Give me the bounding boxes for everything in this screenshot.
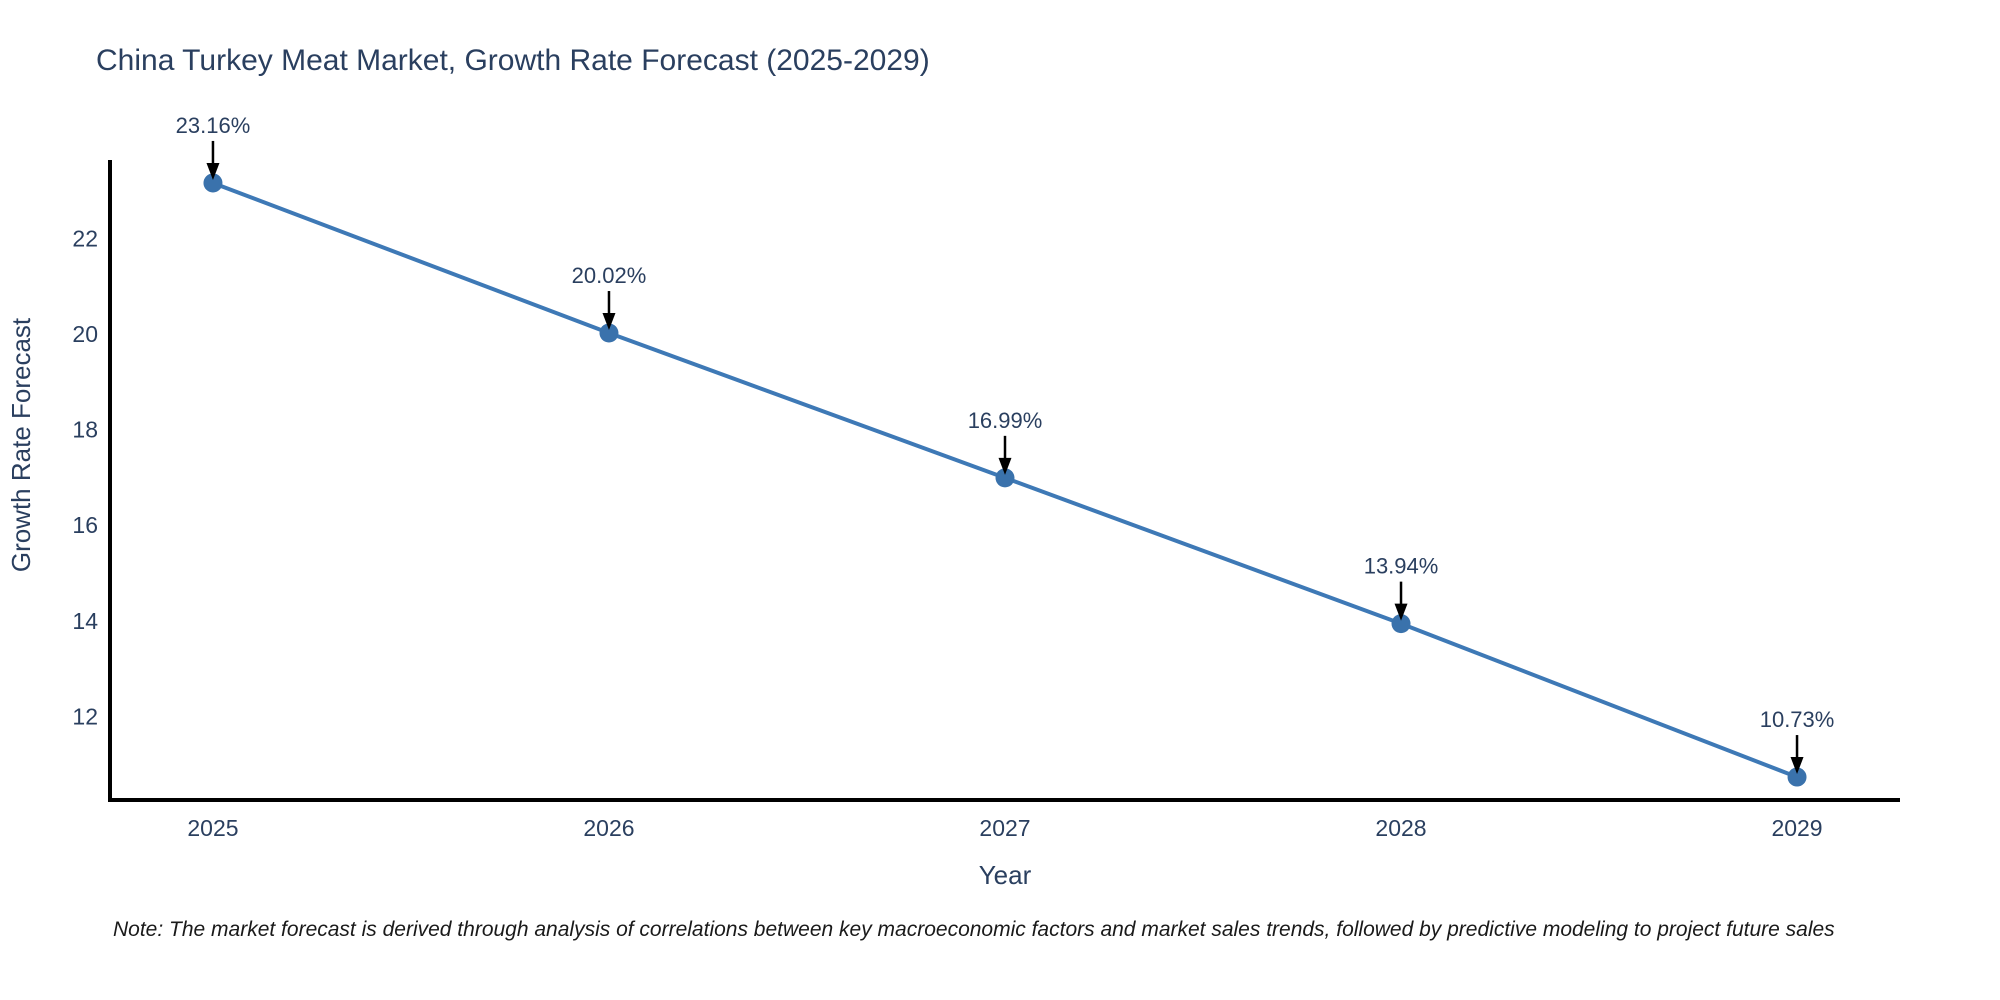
chart-title: China Turkey Meat Market, Growth Rate Fo…: [96, 44, 930, 77]
x-tick-label: 2026: [583, 815, 634, 841]
annotation-arrowhead: [1394, 603, 1408, 621]
y-tick-label: 20: [72, 321, 98, 347]
x-axis-title: Year: [979, 860, 1032, 890]
data-point-2025[interactable]: [203, 173, 223, 193]
data-label: 10.73%: [1760, 707, 1835, 732]
y-tick-label: 14: [72, 608, 98, 634]
x-tick-label: 2029: [1771, 815, 1822, 841]
annotation-arrowhead: [1790, 757, 1804, 775]
data-point-2029[interactable]: [1787, 767, 1807, 787]
data-label: 20.02%: [572, 263, 647, 288]
x-tick-label: 2025: [187, 815, 238, 841]
data-point-2028[interactable]: [1391, 614, 1411, 634]
footnote: Note: The market forecast is derived thr…: [113, 918, 1835, 941]
x-tick-label: 2027: [979, 815, 1030, 841]
y-tick-label: 22: [72, 225, 98, 251]
annotation-arrowhead: [998, 457, 1012, 475]
data-label: 16.99%: [968, 408, 1043, 433]
y-tick-label: 18: [72, 417, 98, 443]
data-point-2027[interactable]: [995, 468, 1015, 488]
annotation-arrowhead: [206, 162, 220, 180]
data-label: 13.94%: [1364, 554, 1439, 579]
y-axis-title: Growth Rate Forecast: [6, 317, 36, 572]
y-tick-label: 16: [72, 512, 98, 538]
data-point-2026[interactable]: [599, 323, 619, 343]
y-tick-label: 12: [72, 703, 98, 729]
data-label: 23.16%: [176, 113, 251, 138]
annotation-arrowhead: [602, 313, 616, 331]
x-tick-label: 2028: [1375, 815, 1426, 841]
